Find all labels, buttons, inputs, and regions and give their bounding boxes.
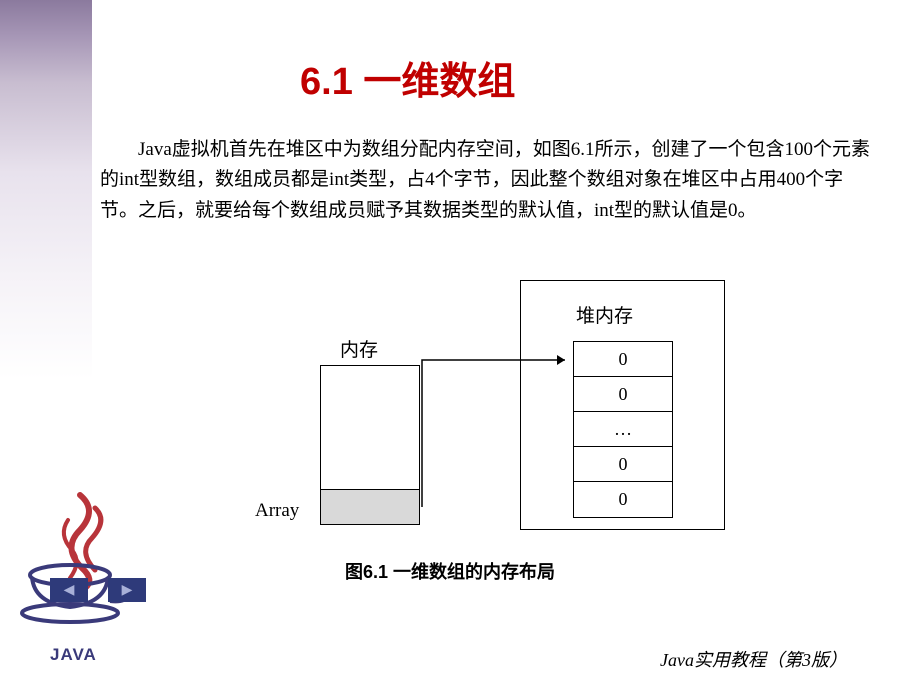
heap-cell: … [574, 412, 672, 447]
array-variable-label: Array [255, 500, 299, 522]
heap-memory-box: 堆内存 0 0 … 0 0 [520, 280, 725, 530]
java-logo: ◀ ▶ JAVA [20, 490, 130, 670]
slide-title: 6.1 一维数组 [300, 50, 515, 105]
next-slide-button[interactable]: ▶ [108, 578, 146, 602]
body-paragraph: Java虚拟机首先在堆区中为数组分配内存空间，如图6.1所示，创建了一个包含10… [100, 135, 880, 226]
prev-slide-button[interactable]: ◀ [50, 578, 88, 602]
java-logo-text: JAVA [50, 645, 97, 665]
nav-arrows-container: ◀ ▶ [50, 578, 146, 602]
footer-text: Java实用教程（第3版） [660, 649, 860, 672]
heap-cell: 0 [574, 377, 672, 412]
heap-cell: 0 [574, 342, 672, 377]
memory-diagram: 内存 Array 堆内存 0 0 … 0 0 [250, 275, 750, 550]
heap-array-cells: 0 0 … 0 0 [573, 341, 673, 518]
diagram-caption: 图6.1 一维数组的内存布局 [345, 558, 555, 584]
stack-array-cell [321, 489, 419, 524]
heap-cell: 0 [574, 447, 672, 482]
stack-memory-label: 内存 [340, 335, 378, 362]
stack-memory-box [320, 365, 420, 525]
heap-memory-label: 堆内存 [576, 301, 633, 328]
heap-cell: 0 [574, 482, 672, 517]
